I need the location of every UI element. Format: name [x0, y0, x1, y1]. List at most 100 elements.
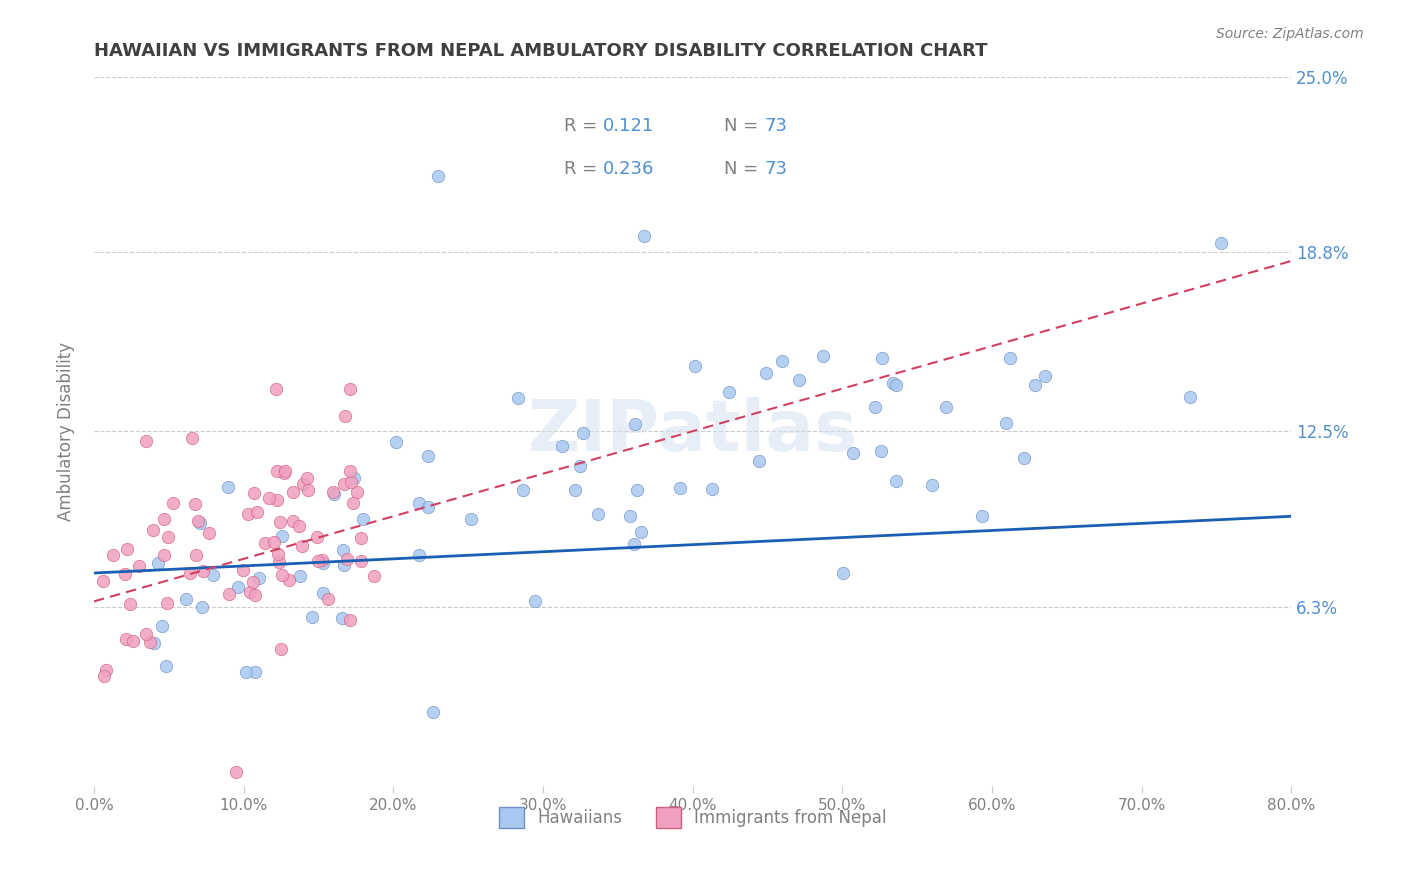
Hawaiians — [787, 373, 810, 387]
Text: Source: ZipAtlas.com: Source: ZipAtlas.com — [1216, 27, 1364, 41]
Immigrants from Nepal — [316, 591, 339, 606]
Immigrants from Nepal — [266, 382, 288, 396]
Immigrants from Nepal — [157, 530, 180, 544]
Hawaiians — [568, 458, 591, 473]
Hawaiians — [217, 480, 239, 494]
Immigrants from Nepal — [292, 476, 315, 491]
Immigrants from Nepal — [184, 497, 207, 511]
Hawaiians — [271, 529, 294, 543]
Immigrants from Nepal — [162, 496, 184, 510]
Hawaiians — [155, 659, 177, 673]
Immigrants from Nepal — [193, 564, 215, 578]
Text: 0.236: 0.236 — [603, 160, 654, 178]
Hawaiians — [748, 453, 770, 467]
Hawaiians — [551, 439, 574, 453]
Text: R =: R = — [564, 117, 603, 136]
Immigrants from Nepal — [232, 563, 254, 577]
Immigrants from Nepal — [269, 555, 291, 569]
Hawaiians — [884, 378, 907, 392]
Immigrants from Nepal — [118, 597, 141, 611]
Hawaiians — [633, 229, 655, 244]
Hawaiians — [623, 537, 645, 551]
Text: 73: 73 — [765, 117, 787, 136]
Text: N =: N = — [724, 117, 765, 136]
Immigrants from Nepal — [297, 471, 319, 485]
Hawaiians — [700, 482, 723, 496]
Hawaiians — [427, 169, 450, 183]
Immigrants from Nepal — [297, 483, 319, 498]
Immigrants from Nepal — [179, 566, 201, 580]
Hawaiians — [935, 401, 957, 415]
Hawaiians — [332, 558, 354, 572]
Immigrants from Nepal — [274, 464, 297, 478]
Hawaiians — [384, 434, 406, 449]
Immigrants from Nepal — [114, 566, 136, 581]
Hawaiians — [1014, 451, 1036, 466]
Immigrants from Nepal — [254, 535, 277, 549]
Immigrants from Nepal — [259, 491, 281, 506]
Hawaiians — [226, 580, 249, 594]
Hawaiians — [506, 391, 529, 405]
Immigrants from Nepal — [339, 382, 361, 396]
Hawaiians — [148, 556, 170, 570]
Hawaiians — [416, 449, 439, 463]
Hawaiians — [352, 511, 374, 525]
Hawaiians — [995, 416, 1018, 430]
Hawaiians — [1024, 378, 1046, 392]
Hawaiians — [624, 417, 647, 431]
Immigrants from Nepal — [239, 584, 262, 599]
Immigrants from Nepal — [152, 548, 174, 562]
Text: HAWAIIAN VS IMMIGRANTS FROM NEPAL AMBULATORY DISABILITY CORRELATION CHART: HAWAIIAN VS IMMIGRANTS FROM NEPAL AMBULA… — [94, 42, 987, 60]
Hawaiians — [332, 542, 354, 557]
Hawaiians — [243, 665, 266, 679]
Y-axis label: Ambulatory Disability: Ambulatory Disability — [58, 342, 75, 521]
Immigrants from Nepal — [269, 515, 291, 529]
Hawaiians — [770, 354, 793, 368]
Immigrants from Nepal — [322, 485, 344, 500]
Text: N =: N = — [724, 160, 765, 178]
Immigrants from Nepal — [307, 554, 329, 568]
Hawaiians — [626, 483, 648, 497]
Immigrants from Nepal — [346, 485, 368, 500]
Hawaiians — [201, 567, 224, 582]
Immigrants from Nepal — [339, 475, 361, 489]
Text: 0.121: 0.121 — [603, 117, 654, 136]
Hawaiians — [408, 496, 430, 510]
Hawaiians — [870, 444, 893, 458]
Immigrants from Nepal — [94, 663, 117, 677]
Immigrants from Nepal — [225, 764, 247, 779]
Hawaiians — [921, 478, 943, 492]
Hawaiians — [842, 446, 865, 460]
Immigrants from Nepal — [273, 467, 295, 481]
Immigrants from Nepal — [270, 641, 292, 656]
Hawaiians — [150, 619, 173, 633]
Immigrants from Nepal — [180, 431, 202, 445]
Hawaiians — [882, 376, 904, 390]
Hawaiians — [249, 572, 271, 586]
Immigrants from Nepal — [115, 541, 138, 556]
Immigrants from Nepal — [339, 464, 361, 478]
Hawaiians — [863, 400, 886, 414]
Hawaiians — [619, 509, 641, 524]
Hawaiians — [832, 566, 855, 580]
Hawaiians — [872, 351, 894, 365]
Immigrants from Nepal — [218, 587, 240, 601]
Hawaiians — [188, 516, 211, 530]
Hawaiians — [408, 548, 430, 562]
Hawaiians — [191, 599, 214, 614]
Immigrants from Nepal — [153, 511, 176, 525]
Hawaiians — [235, 665, 257, 680]
Hawaiians — [288, 569, 311, 583]
Hawaiians — [422, 705, 444, 719]
Immigrants from Nepal — [342, 496, 364, 510]
Immigrants from Nepal — [287, 519, 309, 533]
Immigrants from Nepal — [263, 535, 285, 549]
Hawaiians — [322, 486, 344, 500]
Hawaiians — [460, 512, 482, 526]
Hawaiians — [668, 481, 690, 495]
Immigrants from Nepal — [311, 553, 333, 567]
Immigrants from Nepal — [236, 507, 259, 521]
Hawaiians — [174, 591, 197, 606]
Immigrants from Nepal — [138, 635, 160, 649]
Immigrants from Nepal — [339, 613, 361, 627]
